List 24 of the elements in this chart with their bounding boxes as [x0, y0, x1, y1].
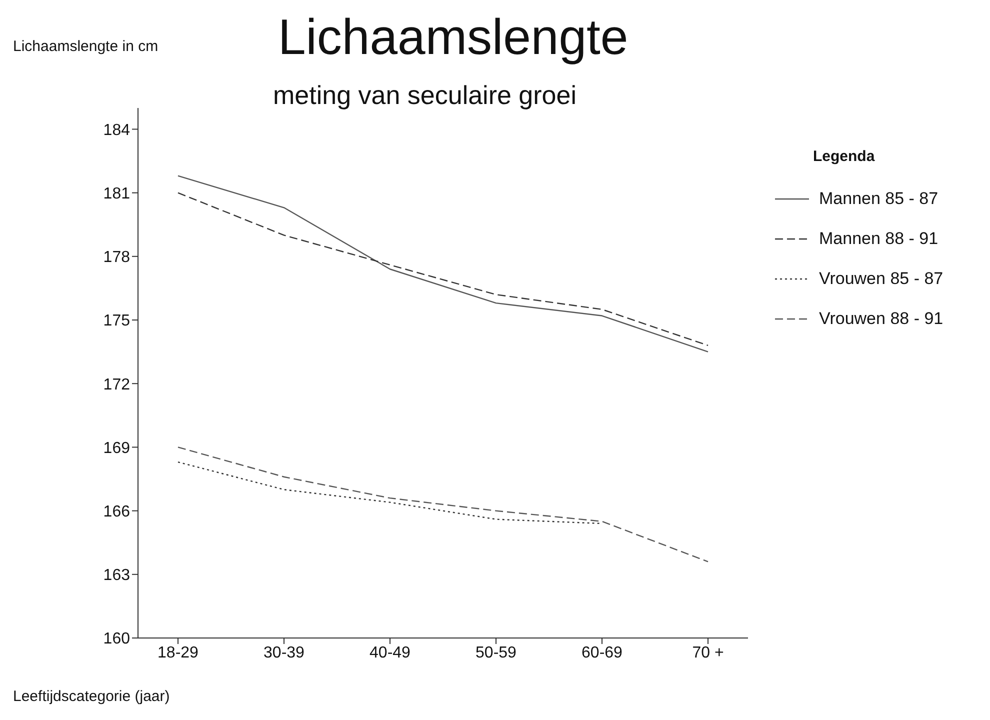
- y-tick-label: 172: [103, 376, 130, 394]
- x-tick-label: 18-29: [158, 644, 199, 662]
- y-tick-label: 181: [103, 185, 130, 202]
- y-tick-label: 160: [103, 630, 130, 648]
- legend-label: Mannen 88 - 91: [819, 229, 938, 249]
- y-tick-label: 184: [103, 122, 130, 139]
- x-axis-title: Leeftijdscategorie (jaar): [13, 688, 170, 705]
- x-tick-label: 40-49: [370, 644, 411, 662]
- x-tick-label: 60-69: [582, 644, 623, 662]
- legend-label: Mannen 85 - 87: [819, 189, 938, 209]
- x-tick-label: 50-59: [476, 644, 517, 662]
- y-tick-label: 178: [103, 249, 130, 266]
- y-tick-label: 169: [103, 440, 130, 457]
- legend-label: Vrouwen 88 - 91: [819, 309, 944, 329]
- chart-subtitle: meting van seculaire groei: [273, 80, 576, 111]
- legend-label: Vrouwen 85 - 87: [819, 269, 944, 289]
- x-tick-label: 70 +: [692, 644, 724, 662]
- legend-title: Legenda: [813, 148, 876, 165]
- y-tick-label: 175: [103, 312, 130, 330]
- y-tick-label: 163: [103, 567, 130, 584]
- y-axis-title: Lichaamslengte in cm: [13, 38, 158, 55]
- y-tick-label: 166: [103, 503, 130, 520]
- chart-title: Lichaamslengte: [278, 8, 628, 66]
- x-tick-label: 30-39: [264, 644, 305, 662]
